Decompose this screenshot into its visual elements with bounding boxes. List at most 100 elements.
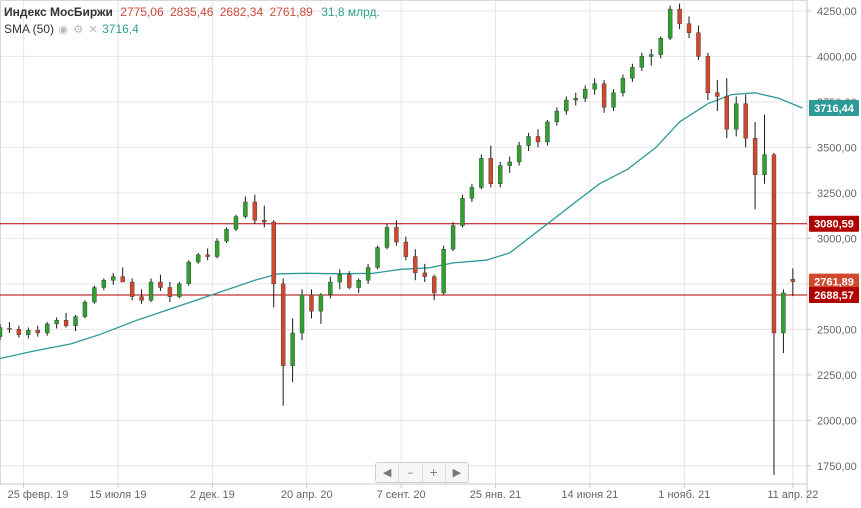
candle-body [299, 294, 305, 334]
candle-body [35, 330, 40, 334]
x-tick-label: 25 февр. 19 [8, 489, 69, 501]
candle [734, 96, 739, 137]
price-badge: 3080,59 [809, 215, 859, 232]
candle-body [734, 103, 739, 130]
candle [658, 36, 663, 59]
price-badge-label: 2761,89 [814, 277, 854, 289]
candle-body [384, 227, 390, 248]
close-icon[interactable]: ✕ [88, 24, 98, 36]
candle [724, 78, 729, 139]
price-badge: 3716,44 [809, 100, 859, 117]
candle-body [630, 67, 635, 79]
scroll-right-button[interactable]: ▶ [452, 466, 462, 479]
candle-body [686, 23, 692, 33]
candle-body [365, 267, 371, 281]
x-tick-label: 25 янв. 21 [470, 489, 522, 501]
candle-body [82, 301, 88, 317]
candle [705, 52, 711, 101]
candle-body [488, 158, 494, 184]
candle-body [309, 294, 314, 312]
candle [92, 285, 97, 304]
candle-body [120, 276, 125, 283]
candle-body [498, 165, 503, 184]
candle-body [129, 281, 135, 297]
candle [554, 107, 560, 126]
candle-body [667, 8, 673, 39]
candle-body [54, 320, 59, 325]
x-tick-label: 2 дек. 19 [190, 489, 235, 501]
candle-body [214, 240, 220, 257]
candle [328, 276, 333, 299]
eye-icon[interactable]: ◉ [58, 24, 68, 36]
candle-body [328, 281, 333, 295]
candle-body [790, 279, 796, 282]
candle [111, 272, 116, 285]
candle-body [658, 38, 663, 55]
candle [54, 317, 59, 329]
candle-body [516, 145, 522, 163]
candle [743, 94, 748, 148]
candle [460, 194, 465, 228]
candle [582, 85, 588, 102]
candle-body [111, 276, 116, 281]
candle-body [752, 138, 758, 175]
sma-line [0, 92, 803, 360]
y-tick-label: 2000,00 [817, 415, 857, 427]
x-tick-label: 20 апр. 20 [281, 489, 333, 501]
gear-icon[interactable]: ⚙ [73, 24, 84, 36]
candle-body [545, 121, 550, 143]
candle-body [92, 287, 97, 303]
y-tick-label: 3500,00 [817, 142, 857, 154]
candle [781, 289, 786, 353]
x-tick-label: 14 июня 21 [561, 489, 618, 501]
candle [347, 271, 352, 290]
y-tick-label: 4000,00 [817, 51, 857, 63]
candle-body [167, 287, 173, 297]
candle [129, 278, 135, 301]
candle [167, 282, 173, 303]
candle-body [290, 332, 295, 366]
candle-body [101, 280, 107, 288]
zoom-in-button[interactable]: + [423, 463, 446, 482]
candle [0, 323, 3, 341]
scroll-left-button[interactable]: ◀ [376, 463, 400, 482]
candle [309, 289, 314, 319]
candle [44, 322, 50, 336]
candle [715, 80, 720, 111]
candle [752, 121, 758, 210]
candle [35, 325, 40, 337]
candle [498, 161, 503, 188]
candle [394, 220, 399, 246]
candle [280, 278, 286, 406]
candle [686, 16, 692, 39]
candle-body [649, 54, 654, 57]
x-tick-label: 11 апр. 22 [767, 489, 818, 501]
candle [375, 245, 380, 270]
candle [148, 278, 154, 303]
candle-body [139, 296, 144, 301]
candle-body [224, 229, 229, 242]
candle [431, 274, 437, 301]
y-tick-label: 1750,00 [817, 461, 857, 473]
candle-body [582, 88, 588, 99]
candle-body [337, 274, 342, 283]
candle-body [781, 292, 786, 334]
candle-body [696, 32, 701, 57]
price-badge-label: 3716,44 [814, 103, 855, 115]
zoom-out-button[interactable]: – [399, 463, 423, 482]
candle [507, 156, 512, 173]
candle-body [592, 83, 597, 90]
candle-body [564, 99, 569, 112]
candle [73, 314, 78, 332]
candle-body [347, 274, 352, 288]
candle-body [535, 136, 541, 143]
candle-body [762, 154, 767, 175]
x-tick-label: 15 июля 19 [89, 489, 146, 501]
price-badge-label: 2688,57 [814, 290, 854, 302]
candle-body [526, 136, 531, 146]
candle-body [743, 103, 748, 139]
candle [592, 78, 597, 95]
candle-body [186, 261, 191, 285]
